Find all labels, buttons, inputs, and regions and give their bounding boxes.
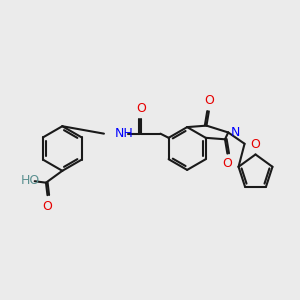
Text: O: O: [43, 200, 52, 213]
Text: N: N: [231, 126, 240, 139]
Text: O: O: [222, 158, 232, 170]
Text: NH: NH: [114, 127, 133, 140]
Text: O: O: [136, 102, 146, 115]
Text: HO: HO: [21, 174, 40, 187]
Text: O: O: [204, 94, 214, 107]
Text: O: O: [250, 138, 260, 151]
